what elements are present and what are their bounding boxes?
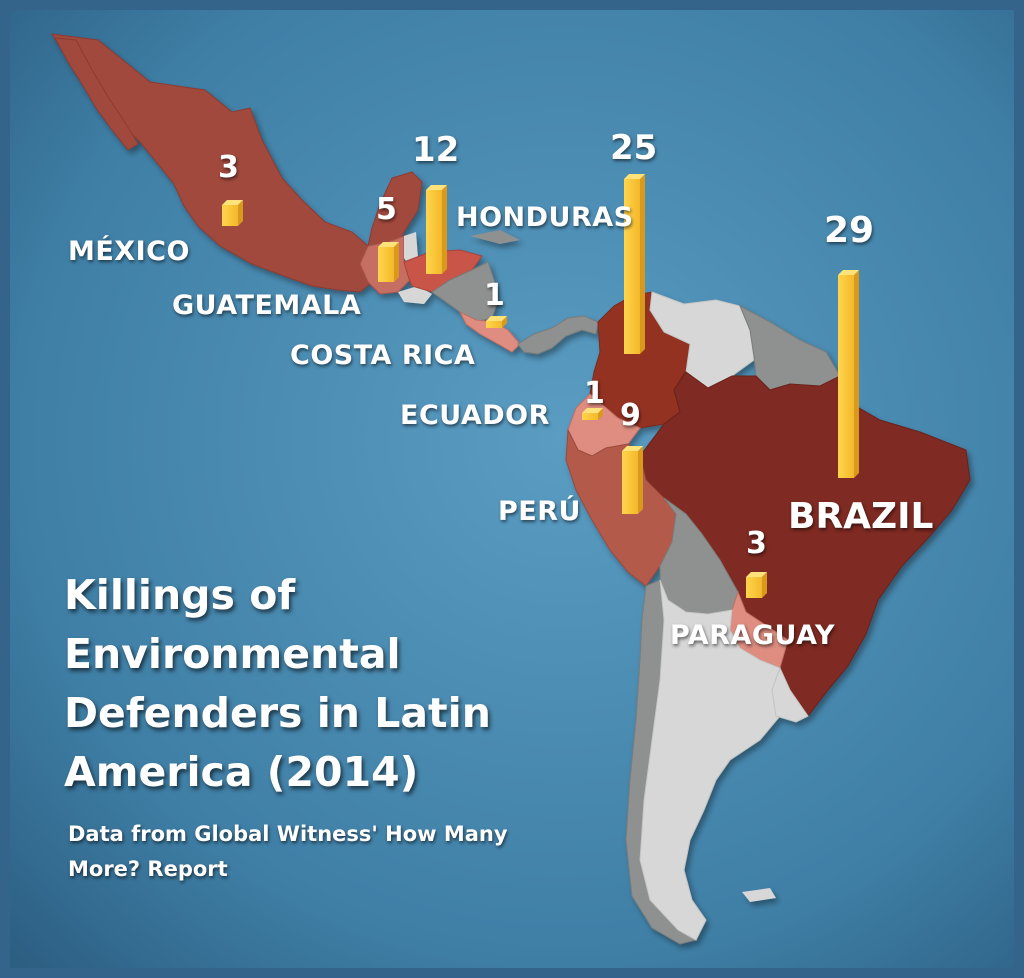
region-costa-rica [458, 310, 521, 353]
bar-peru [622, 451, 638, 514]
bar-top-peru [622, 446, 643, 451]
region-uruguay [771, 666, 809, 723]
region-panama [517, 315, 599, 355]
bar-top-paraguay [746, 572, 767, 577]
bar-colombia [624, 179, 640, 354]
value-brazil: 29 [824, 210, 875, 251]
value-peru: 9 [620, 398, 641, 433]
label-honduras: HONDURAS [456, 202, 634, 233]
value-colombia: 25 [610, 128, 658, 168]
infographic-subtitle: Data from Global Witness' How Many More?… [68, 822, 508, 881]
bar-top-ecuador [582, 408, 603, 413]
value-ecuador: 1 [584, 376, 605, 411]
bar-side-paraguay [762, 572, 767, 598]
label-peru: PERÚ [498, 496, 581, 527]
value-costa-rica: 1 [484, 278, 505, 313]
region-argentina [639, 579, 781, 941]
label-mexico: MÉXICO [68, 236, 190, 267]
bar-side-peru [638, 446, 643, 514]
bar-honduras [426, 190, 442, 274]
label-paraguay: PARAGUAY [670, 620, 836, 651]
region-cuba [470, 230, 520, 244]
bar-side-honduras [442, 185, 447, 274]
bar-side-costa_rica [502, 316, 507, 328]
bar-top-guatemala [378, 242, 399, 247]
bar-top-honduras [426, 185, 447, 190]
bar-guatemala [378, 247, 394, 282]
bar-side-mexico [238, 200, 243, 226]
value-honduras: 12 [412, 130, 460, 170]
bar-costa_rica [486, 321, 502, 328]
infographic-title: Killings of Environmental Defenders in L… [64, 571, 491, 796]
bar-brazil [838, 275, 854, 478]
bar-top-mexico [222, 200, 243, 205]
bar-top-brazil [838, 270, 859, 275]
bar-side-guatemala [394, 242, 399, 282]
region-falklands [742, 888, 776, 902]
bar-mexico [222, 205, 238, 226]
value-guatemala: 5 [376, 192, 397, 227]
bar-side-colombia [640, 174, 645, 354]
region-baja-california [54, 37, 139, 151]
bar-top-costa_rica [486, 316, 507, 321]
bar-side-ecuador [598, 408, 603, 420]
value-mexico: 3 [218, 150, 239, 185]
value-paraguay: 3 [746, 526, 767, 561]
label-ecuador: ECUADOR [400, 400, 550, 431]
region-el-salvador [398, 286, 432, 304]
bar-paraguay [746, 577, 762, 598]
bar-ecuador [582, 413, 598, 420]
label-guatemala: GUATEMALA [172, 290, 362, 321]
region-nicaragua [431, 261, 499, 323]
label-costa-rica: COSTA RICA [290, 340, 476, 371]
region-mexico [51, 33, 423, 293]
label-brazil: BRAZIL [788, 496, 934, 537]
bar-top-colombia [624, 174, 645, 179]
region-belize [404, 232, 418, 264]
bar-side-brazil [854, 270, 859, 478]
